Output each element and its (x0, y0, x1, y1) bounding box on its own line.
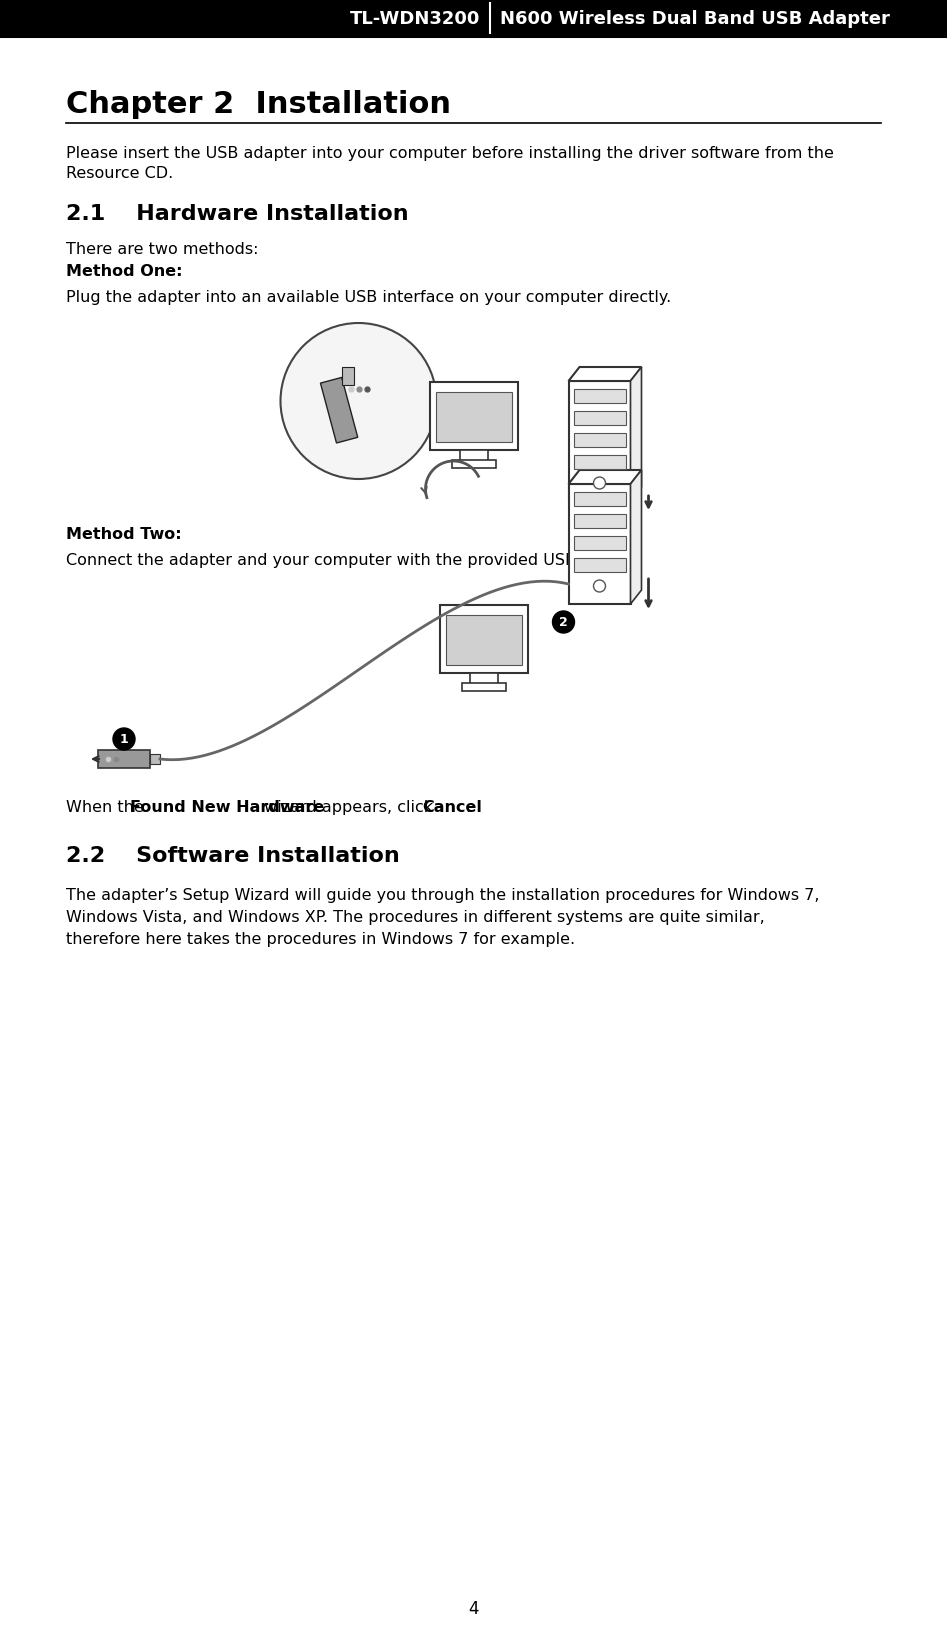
Text: When the: When the (66, 800, 149, 815)
Text: TL-WDN3200: TL-WDN3200 (349, 10, 480, 28)
Text: Connect the adapter and your computer with the provided USB cable.: Connect the adapter and your computer wi… (66, 552, 630, 567)
Text: The adapter’s Setup Wizard will guide you through the installation procedures fo: The adapter’s Setup Wizard will guide yo… (66, 887, 819, 903)
Text: Please insert the USB adapter into your computer before installing the driver so: Please insert the USB adapter into your … (66, 146, 834, 161)
Circle shape (594, 477, 605, 490)
Bar (574, 390, 626, 403)
Bar (574, 536, 626, 551)
Polygon shape (568, 470, 641, 485)
Text: N600 Wireless Dual Band USB Adapter: N600 Wireless Dual Band USB Adapter (500, 10, 890, 28)
Polygon shape (568, 367, 641, 382)
Text: Chapter 2  Installation: Chapter 2 Installation (66, 90, 451, 120)
Bar (568, 382, 631, 502)
Bar (430, 384, 517, 451)
Bar (459, 451, 488, 462)
Bar (470, 674, 497, 685)
Bar (150, 754, 160, 764)
Text: Method Two:: Method Two: (66, 526, 182, 541)
Bar (98, 751, 150, 769)
Bar (574, 411, 626, 426)
Bar (568, 485, 631, 605)
Text: 2.2    Software Installation: 2.2 Software Installation (66, 846, 400, 865)
Circle shape (552, 611, 575, 634)
Polygon shape (631, 470, 641, 605)
Bar (574, 559, 626, 572)
Bar (574, 515, 626, 529)
Bar (0, 0, 947, 38)
Circle shape (113, 729, 135, 751)
Bar (445, 616, 522, 665)
Bar (461, 683, 506, 692)
Text: Plug the adapter into an available USB interface on your computer directly.: Plug the adapter into an available USB i… (66, 290, 671, 305)
Text: therefore here takes the procedures in Windows 7 for example.: therefore here takes the procedures in W… (66, 931, 575, 946)
Bar (320, 379, 358, 444)
Circle shape (280, 325, 437, 480)
Text: 2.1    Hardware Installation: 2.1 Hardware Installation (66, 203, 408, 225)
Text: Found New Hardware: Found New Hardware (130, 800, 325, 815)
Text: Cancel: Cancel (422, 800, 482, 815)
Text: wizard appears, click: wizard appears, click (259, 800, 438, 815)
Bar (574, 456, 626, 470)
Polygon shape (631, 367, 641, 502)
Circle shape (594, 580, 605, 593)
Bar (439, 606, 527, 674)
Bar (574, 493, 626, 506)
Text: .: . (465, 800, 471, 815)
Bar (342, 367, 353, 385)
Text: Resource CD.: Resource CD. (66, 166, 173, 180)
Text: Method One:: Method One: (66, 264, 183, 279)
Text: Windows Vista, and Windows XP. The procedures in different systems are quite sim: Windows Vista, and Windows XP. The proce… (66, 910, 765, 924)
Text: 2: 2 (559, 616, 568, 629)
Bar (574, 434, 626, 447)
Bar (452, 461, 495, 469)
Text: 4: 4 (468, 1600, 479, 1618)
Bar (436, 393, 511, 443)
Text: 1: 1 (119, 733, 129, 746)
Text: There are two methods:: There are two methods: (66, 243, 259, 257)
